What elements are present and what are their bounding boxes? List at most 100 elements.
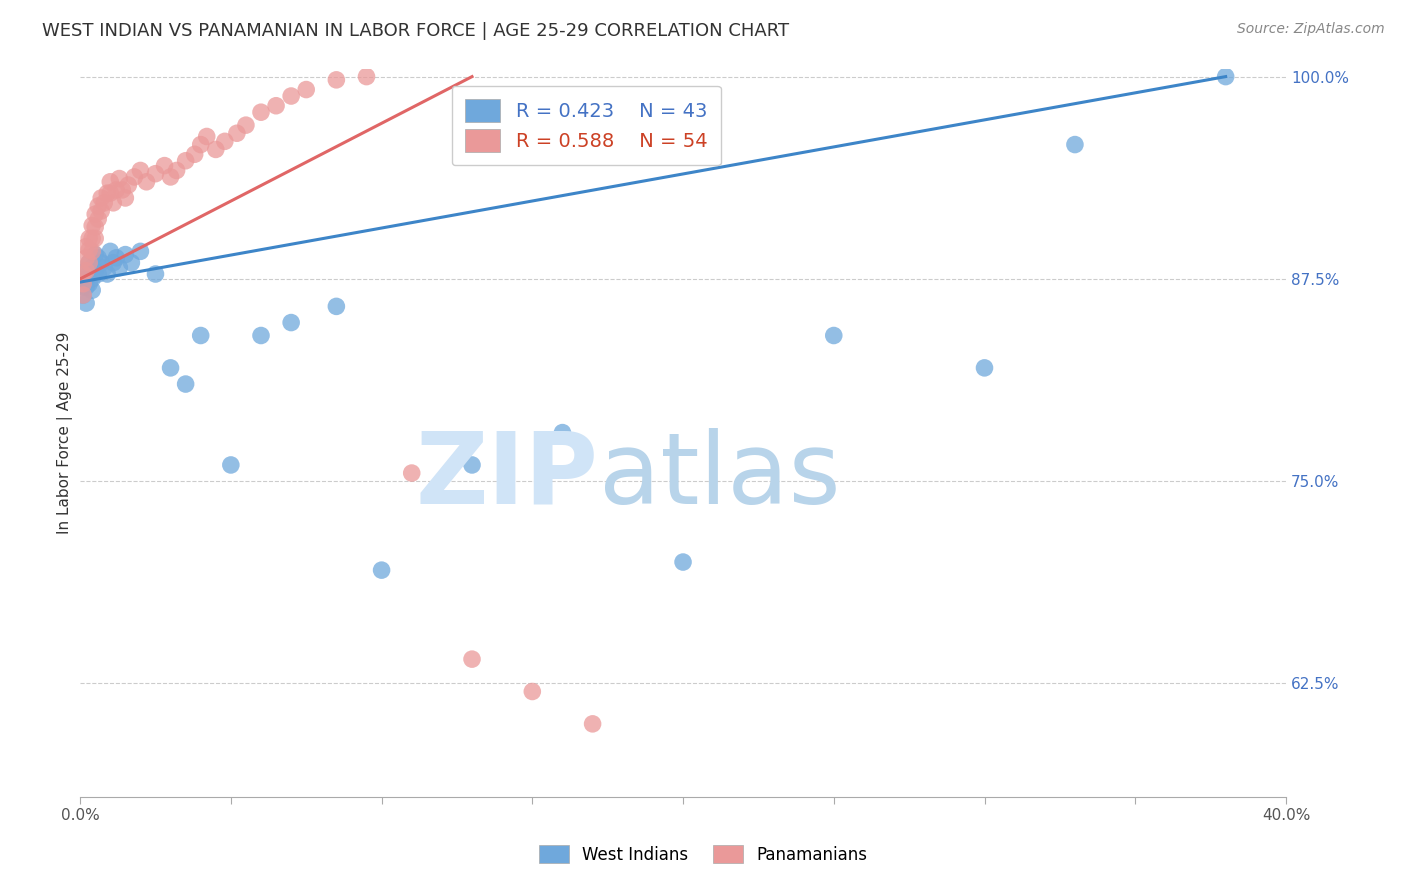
Point: [75, 296, 97, 310]
Point: [356, 70, 378, 84]
Point: [370, 563, 392, 577]
Point: [295, 82, 318, 96]
Point: [72, 267, 94, 281]
Point: [103, 256, 125, 270]
Point: [114, 191, 136, 205]
Point: [166, 163, 188, 178]
Point: [204, 143, 226, 157]
Legend: West Indians, Panamanians: West Indians, Panamanians: [531, 838, 875, 871]
Point: [105, 183, 128, 197]
Point: [75, 264, 97, 278]
Point: [114, 247, 136, 261]
Point: [82, 272, 104, 286]
Point: [111, 183, 134, 197]
Point: [77, 277, 100, 291]
Point: [98, 186, 121, 200]
Point: [98, 175, 121, 189]
Point: [973, 360, 995, 375]
Point: [124, 169, 146, 184]
Point: [72, 280, 94, 294]
Point: [90, 203, 112, 218]
Point: [461, 652, 484, 666]
Point: [72, 277, 94, 291]
Point: [87, 251, 110, 265]
Point: [77, 267, 100, 281]
Y-axis label: In Labor Force | Age 25-29: In Labor Force | Age 25-29: [58, 332, 73, 533]
Point: [72, 272, 94, 286]
Point: [129, 244, 152, 259]
Point: [159, 169, 181, 184]
Point: [77, 243, 100, 257]
Point: [82, 244, 104, 259]
Point: [84, 264, 107, 278]
Point: [264, 99, 287, 113]
Point: [77, 231, 100, 245]
Point: [581, 717, 603, 731]
Point: [195, 129, 218, 144]
Text: atlas: atlas: [599, 428, 841, 524]
Point: [219, 458, 242, 472]
Point: [225, 126, 247, 140]
Point: [98, 244, 121, 259]
Point: [103, 195, 125, 210]
Point: [77, 256, 100, 270]
Point: [823, 328, 845, 343]
Point: [159, 360, 181, 375]
Point: [190, 137, 212, 152]
Point: [153, 159, 176, 173]
Point: [93, 195, 115, 210]
Point: [250, 328, 273, 343]
Point: [672, 555, 695, 569]
Point: [82, 231, 104, 245]
Point: [84, 231, 107, 245]
Text: WEST INDIAN VS PANAMANIAN IN LABOR FORCE | AGE 25-29 CORRELATION CHART: WEST INDIAN VS PANAMANIAN IN LABOR FORCE…: [42, 22, 789, 40]
Point: [190, 328, 212, 343]
Point: [87, 199, 110, 213]
Point: [75, 272, 97, 286]
Point: [401, 466, 423, 480]
Point: [96, 186, 118, 200]
Point: [108, 171, 131, 186]
Point: [72, 288, 94, 302]
Point: [117, 178, 139, 192]
Point: [461, 458, 484, 472]
Point: [77, 256, 100, 270]
Point: [87, 212, 110, 227]
Point: [120, 256, 142, 270]
Point: [105, 251, 128, 265]
Point: [174, 377, 197, 392]
Point: [250, 105, 273, 120]
Point: [129, 163, 152, 178]
Point: [551, 425, 574, 440]
Point: [84, 220, 107, 235]
Point: [96, 267, 118, 281]
Point: [214, 134, 236, 148]
Point: [90, 191, 112, 205]
Point: [1215, 70, 1237, 84]
Point: [135, 175, 157, 189]
Point: [82, 260, 104, 275]
Point: [90, 256, 112, 270]
Text: Source: ZipAtlas.com: Source: ZipAtlas.com: [1237, 22, 1385, 37]
Point: [522, 684, 544, 698]
Point: [87, 267, 110, 281]
Point: [145, 167, 167, 181]
Point: [84, 247, 107, 261]
Point: [108, 260, 131, 275]
Point: [75, 239, 97, 253]
Point: [325, 299, 347, 313]
Point: [235, 118, 257, 132]
Point: [75, 264, 97, 278]
Point: [82, 219, 104, 233]
Point: [174, 153, 197, 168]
Text: ZIP: ZIP: [416, 428, 599, 524]
Point: [280, 89, 302, 103]
Point: [145, 267, 167, 281]
Point: [1064, 137, 1087, 152]
Legend: R = 0.423    N = 43, R = 0.588    N = 54: R = 0.423 N = 43, R = 0.588 N = 54: [451, 86, 721, 165]
Point: [280, 316, 302, 330]
Point: [93, 260, 115, 275]
Point: [75, 280, 97, 294]
Point: [325, 73, 347, 87]
Point: [84, 207, 107, 221]
